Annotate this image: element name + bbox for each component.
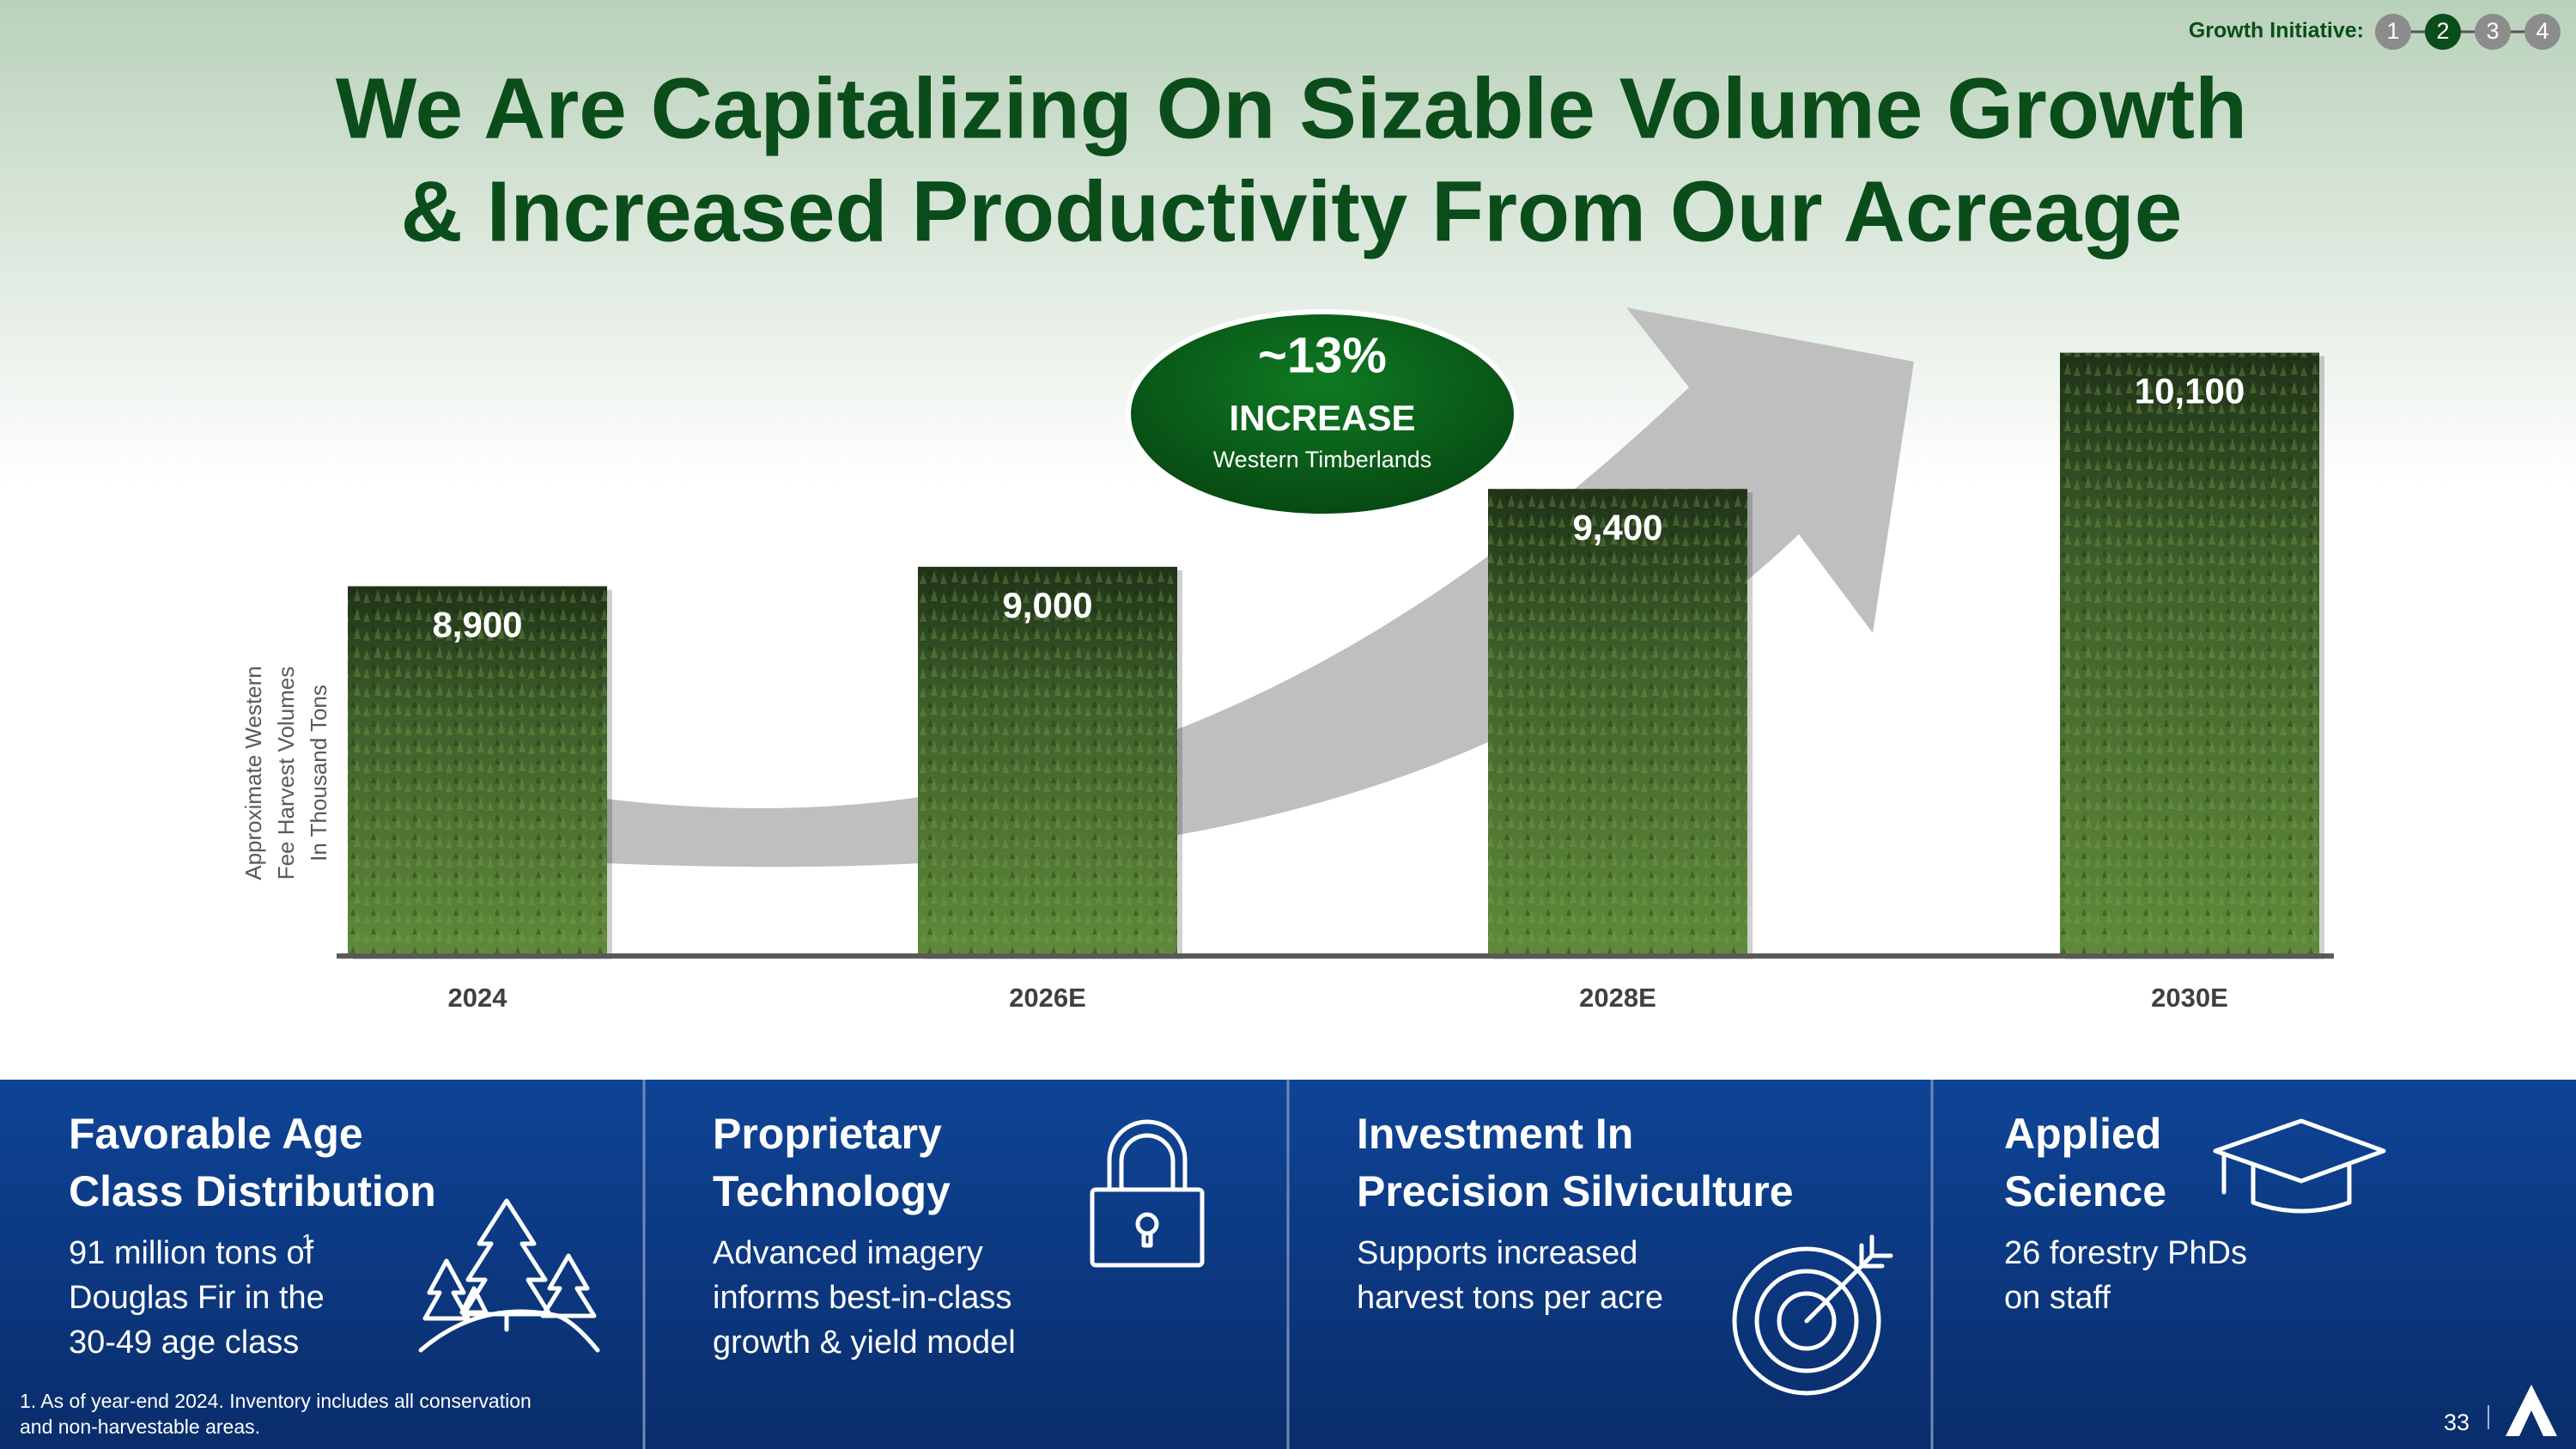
panel-heading: Investment In [1357,1110,1633,1158]
nav-step-label: 2 [2436,18,2449,44]
data-label: 8,900 [432,605,522,645]
data-label: 9,400 [1572,507,1662,547]
trees-icon [418,1198,600,1353]
panel-body: growth & yield model [713,1324,1016,1361]
panel-heading: Proprietary [713,1110,942,1158]
page-number: 33 [2444,1409,2470,1435]
nav-step-label: 4 [2536,18,2549,44]
panel-heading: Science [2004,1167,2166,1215]
x-tick-label: 2028E [1579,983,1656,1013]
panel-body: on staff [2004,1280,2111,1316]
nav-step[interactable] [2375,14,2411,50]
panel-body: 91 million tons of [69,1235,314,1271]
slide-title: We Are Capitalizing On Sizable Volume Gr… [336,60,2247,156]
bar-texture [1488,489,1747,956]
x-tick-label: 2026E [1009,983,1086,1013]
note-ref: 1 [301,1230,313,1253]
callout-sublabel: Western Timberlands [1213,447,1432,472]
callout-label: INCREASE [1229,398,1415,438]
nav-step[interactable] [2425,14,2461,50]
nav-step[interactable] [2524,14,2561,50]
footnote: 1. As of year-end 2024. Inventory includ… [20,1390,532,1412]
y-axis-label: Fee Harvest Volumes [273,667,299,880]
panel-body: harvest tons per acre [1357,1280,1663,1316]
chart: Approximate Western Fee Harvest Volumes In… [240,352,2334,1013]
panel-body: Advanced imagery [713,1235,983,1271]
panel-body: informs best-in-class [713,1280,1012,1316]
callout-oval [1126,309,1519,519]
panel-body: Supports increased [1357,1235,1637,1271]
panel-body: 26 forestry PhDs [2004,1235,2247,1271]
y-axis-label: Approximate Western [240,666,266,880]
data-label: 9,000 [1002,585,1092,625]
bar-texture [348,586,607,956]
panel-body: 30-49 age class [69,1324,299,1361]
logo [2506,1385,2557,1436]
panel-body: Douglas Fir in the [69,1280,325,1316]
panel-heading: Class Distribution [69,1167,436,1215]
target-icon [1732,1234,1893,1396]
slide-title: & Increased Productivity From Our Acreag… [401,163,2183,259]
x-tick-label: 2024 [448,983,508,1013]
callout-headline: ~13% [1258,327,1387,383]
lock-icon [1090,1119,1205,1268]
data-label: 10,100 [2135,371,2245,411]
panel-heading: Technology [713,1167,951,1215]
x-tick-label: 2030E [2151,983,2228,1013]
bar-texture [918,566,1177,956]
y-axis-label: In Thousand Tons [306,685,331,861]
nav-step-label: 1 [2386,18,2399,44]
panel-heading: Precision Silviculture [1357,1167,1794,1215]
nav-step-label: 3 [2486,18,2499,44]
dividers [642,1080,1934,1449]
panel-heading: Applied [2004,1110,2161,1158]
panel-heading: Favorable Age [69,1110,363,1158]
footnote: and non-harvestable areas. [20,1416,260,1438]
nav-step[interactable] [2475,14,2511,50]
bar-texture [2060,352,2319,957]
nav-label: Growth Initiative: [2189,19,2364,43]
cap-icon [2213,1118,2386,1214]
